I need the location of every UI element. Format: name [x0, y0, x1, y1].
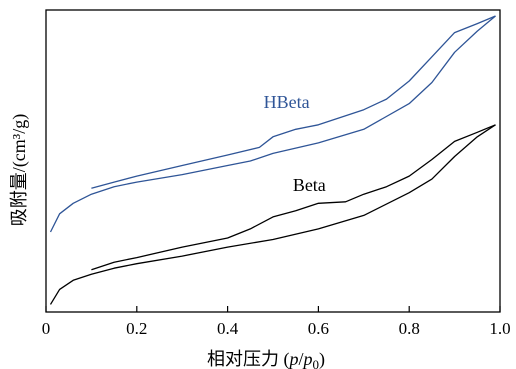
x-axis-title: 相对压力 (p/p0) — [207, 349, 325, 369]
x-tick-label: 0.2 — [126, 319, 147, 338]
series-hbeta-adsorption-line — [49, 15, 496, 233]
x-tick-label: 0 — [42, 319, 51, 338]
series-label-hbeta: HBeta — [264, 92, 310, 112]
plot-border — [45, 9, 501, 313]
plot-area — [45, 9, 501, 313]
series-beta-desorption-line — [91, 124, 496, 271]
x-tick-label: 0.8 — [399, 319, 420, 338]
series-hbeta-desorption-line — [91, 15, 496, 189]
x-tick-label: 0.4 — [217, 319, 239, 338]
x-axis-ticks: 0 0.2 0.4 0.6 0.8 1.0 — [42, 306, 511, 338]
series-label-beta: Beta — [293, 175, 326, 195]
series-beta-adsorption-line — [49, 124, 496, 305]
x-tick-label: 1.0 — [489, 319, 510, 338]
y-axis-title: 吸附量/(cm³/g) — [9, 114, 30, 226]
series-layer — [49, 15, 496, 305]
x-tick-label: 0.6 — [308, 319, 329, 338]
